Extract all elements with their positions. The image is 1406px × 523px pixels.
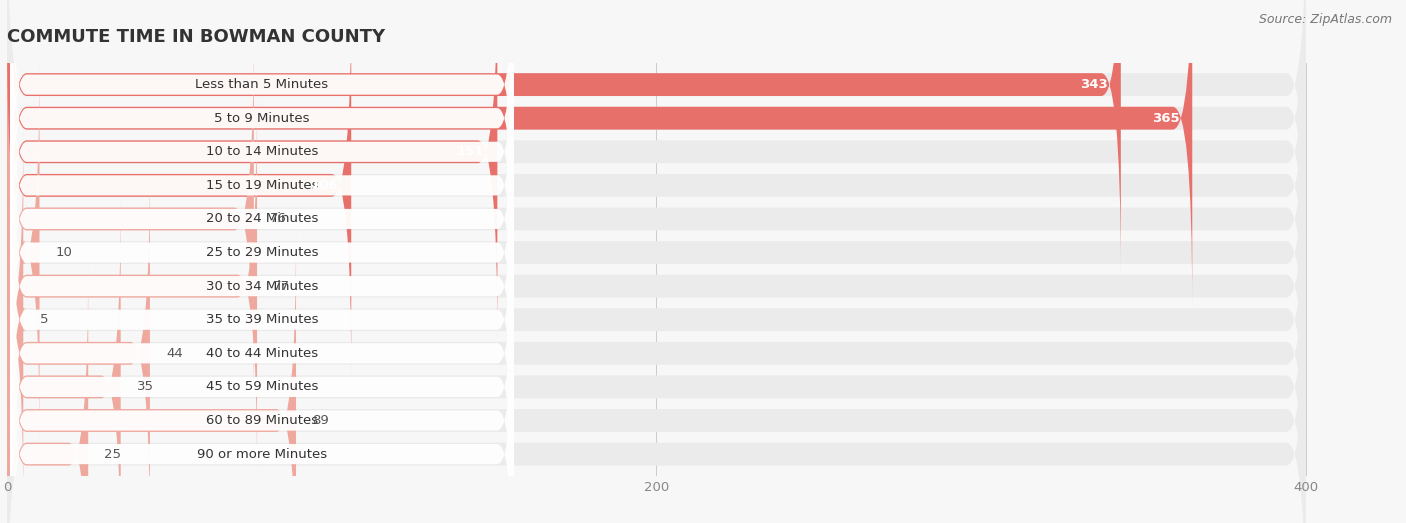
FancyBboxPatch shape <box>7 0 1306 342</box>
FancyBboxPatch shape <box>10 0 513 243</box>
FancyBboxPatch shape <box>10 196 513 511</box>
FancyBboxPatch shape <box>7 0 1121 275</box>
Text: 343: 343 <box>1080 78 1108 91</box>
FancyBboxPatch shape <box>7 163 1306 523</box>
FancyBboxPatch shape <box>7 0 351 376</box>
Text: 60 to 89 Minutes: 60 to 89 Minutes <box>205 414 318 427</box>
Text: 89: 89 <box>312 414 329 427</box>
FancyBboxPatch shape <box>7 96 1306 476</box>
FancyBboxPatch shape <box>10 0 513 276</box>
FancyBboxPatch shape <box>7 62 1306 442</box>
FancyBboxPatch shape <box>7 0 1306 275</box>
Text: Source: ZipAtlas.com: Source: ZipAtlas.com <box>1258 13 1392 26</box>
Text: 90 or more Minutes: 90 or more Minutes <box>197 448 328 461</box>
FancyBboxPatch shape <box>10 61 513 377</box>
FancyBboxPatch shape <box>7 197 1306 523</box>
Text: 15 to 19 Minutes: 15 to 19 Minutes <box>205 179 318 192</box>
Text: 40 to 44 Minutes: 40 to 44 Minutes <box>205 347 318 360</box>
FancyBboxPatch shape <box>7 0 1192 309</box>
Text: 5 to 9 Minutes: 5 to 9 Minutes <box>214 112 309 124</box>
Text: 30 to 34 Minutes: 30 to 34 Minutes <box>205 280 318 293</box>
FancyBboxPatch shape <box>10 162 513 477</box>
FancyBboxPatch shape <box>7 0 1306 309</box>
FancyBboxPatch shape <box>7 130 1306 510</box>
Text: 35 to 39 Minutes: 35 to 39 Minutes <box>205 313 318 326</box>
Text: 10 to 14 Minutes: 10 to 14 Minutes <box>205 145 318 158</box>
Text: 365: 365 <box>1152 112 1180 124</box>
FancyBboxPatch shape <box>7 0 498 342</box>
Text: Less than 5 Minutes: Less than 5 Minutes <box>195 78 329 91</box>
FancyBboxPatch shape <box>4 130 27 510</box>
FancyBboxPatch shape <box>10 296 513 523</box>
FancyBboxPatch shape <box>10 128 513 444</box>
FancyBboxPatch shape <box>7 29 254 409</box>
Text: 20 to 24 Minutes: 20 to 24 Minutes <box>205 212 318 225</box>
FancyBboxPatch shape <box>10 229 513 523</box>
FancyBboxPatch shape <box>7 264 89 523</box>
FancyBboxPatch shape <box>7 62 39 442</box>
FancyBboxPatch shape <box>7 96 257 476</box>
Text: 35: 35 <box>136 380 153 393</box>
Text: 77: 77 <box>273 280 290 293</box>
FancyBboxPatch shape <box>7 0 1306 376</box>
Text: 76: 76 <box>270 212 287 225</box>
Text: 44: 44 <box>166 347 183 360</box>
FancyBboxPatch shape <box>10 95 513 411</box>
FancyBboxPatch shape <box>10 28 513 343</box>
FancyBboxPatch shape <box>10 263 513 523</box>
Text: 5: 5 <box>39 313 48 326</box>
Text: COMMUTE TIME IN BOWMAN COUNTY: COMMUTE TIME IN BOWMAN COUNTY <box>7 28 385 46</box>
Text: 151: 151 <box>457 145 484 158</box>
Text: 25: 25 <box>104 448 121 461</box>
FancyBboxPatch shape <box>7 230 297 523</box>
FancyBboxPatch shape <box>7 29 1306 409</box>
Text: 106: 106 <box>311 179 339 192</box>
Text: 25 to 29 Minutes: 25 to 29 Minutes <box>205 246 318 259</box>
FancyBboxPatch shape <box>7 197 121 523</box>
Text: 10: 10 <box>56 246 73 259</box>
Text: 45 to 59 Minutes: 45 to 59 Minutes <box>205 380 318 393</box>
FancyBboxPatch shape <box>7 264 1306 523</box>
FancyBboxPatch shape <box>10 0 513 310</box>
FancyBboxPatch shape <box>7 230 1306 523</box>
FancyBboxPatch shape <box>7 163 150 523</box>
